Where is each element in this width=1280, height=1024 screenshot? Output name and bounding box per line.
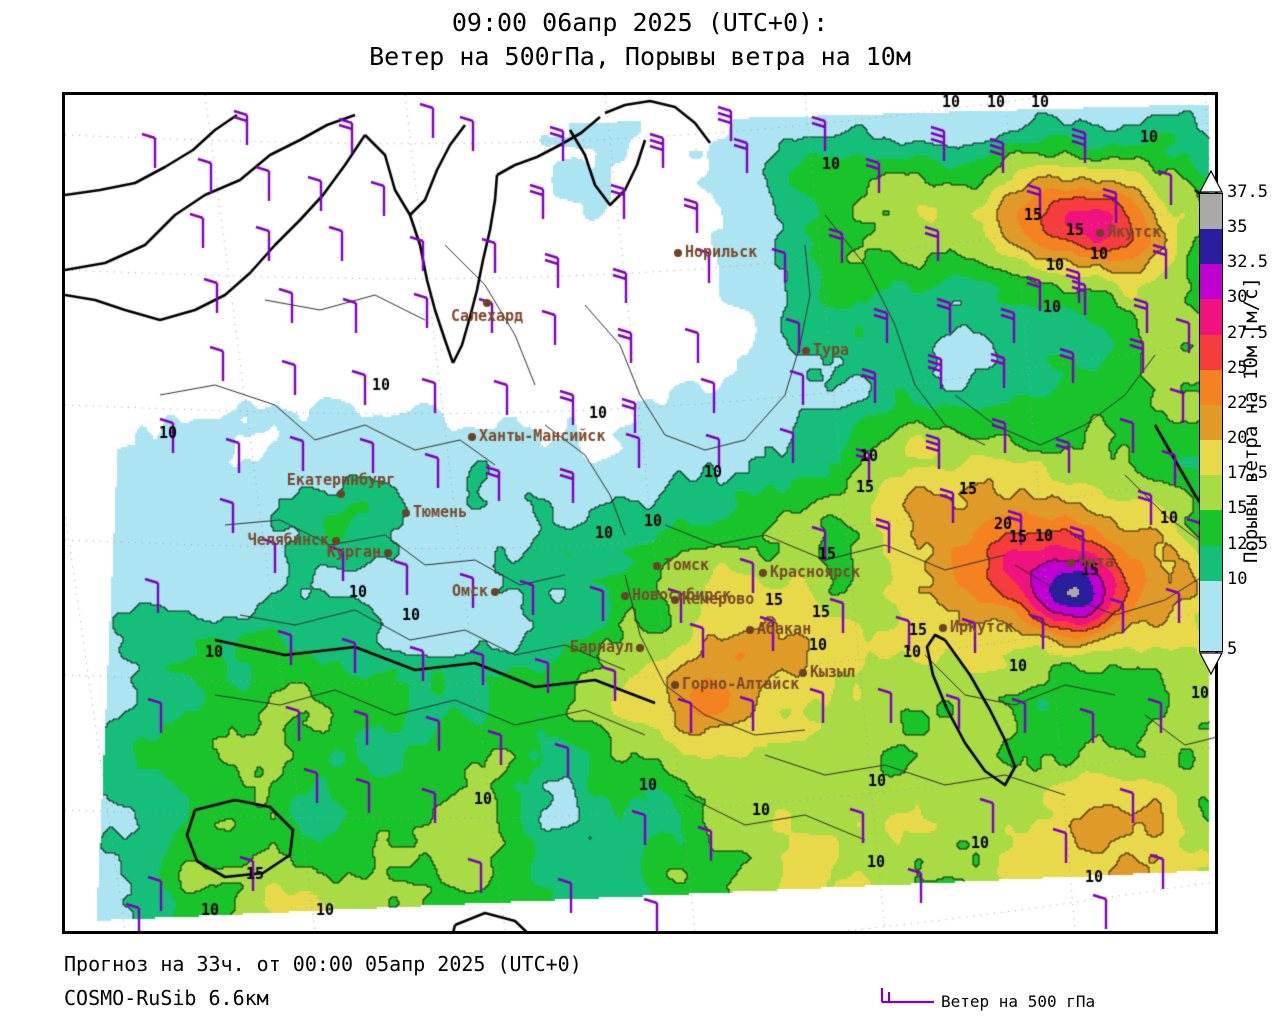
colorbar-gradient xyxy=(1199,193,1223,652)
weather-map-canvas[interactable] xyxy=(65,95,1215,931)
colorbar-band-30-32.5 xyxy=(1200,264,1222,300)
wind-barb-legend-icon xyxy=(880,988,934,1004)
colorbar: 37.5 35 32.5 30 27.5 25 22.5 20 17.5 15 12.5 10 5 xyxy=(1199,169,1268,676)
colorbar-above-max-arrow xyxy=(1199,169,1223,193)
colorbar-band-10-12.5 xyxy=(1200,545,1222,581)
colorbar-tick-22.5: 22.5 xyxy=(1227,392,1268,413)
colorbar-tick-27.5: 27.5 xyxy=(1227,322,1268,343)
page-title-datetime: 09:00 06апр 2025 (UTC+0): xyxy=(451,8,829,37)
page-title-parameters: Ветер на 500гПа, Порывы ветра на 10м xyxy=(369,42,911,71)
colorbar-tick-17.5: 17.5 xyxy=(1227,463,1268,484)
colorbar-band-32.5-35 xyxy=(1200,229,1222,265)
colorbar-tick-35: 35 xyxy=(1227,217,1248,238)
colorbar-axis-label-text: Порывы ветра на 10м [м/с] xyxy=(1240,277,1262,563)
colorbar-tick-30: 30 xyxy=(1227,287,1248,308)
colorbar-band-5-10 xyxy=(1200,580,1222,651)
colorbar-band-15-17.5 xyxy=(1200,475,1222,511)
wind-barb-legend-label: Ветер на 500 гПа xyxy=(941,992,1096,1011)
colorbar-below-min-arrow xyxy=(1199,652,1223,676)
footer-model-info: COSMO-RuSib 6.6км xyxy=(64,986,269,1010)
colorbar-tick-20: 20 xyxy=(1227,428,1248,449)
colorbar-tick-32.5: 32.5 xyxy=(1227,252,1268,273)
colorbar-tick-25: 25 xyxy=(1227,357,1248,378)
colorbar-axis-label: Порывы ветра на 10м [м/с] xyxy=(1238,180,1264,660)
colorbar-band-20-22.5 xyxy=(1200,404,1222,441)
colorbar-tick-5: 5 xyxy=(1227,639,1238,659)
colorbar-tick-15: 15 xyxy=(1227,498,1248,519)
footer-forecast-info: Прогноз на 33ч. от 00:00 05апр 2025 (UTC… xyxy=(64,952,582,976)
colorbar-band-27.5-30 xyxy=(1200,299,1222,335)
colorbar-tick-12.5: 12.5 xyxy=(1227,533,1268,554)
colorbar-band-35-37.5 xyxy=(1200,194,1222,230)
colorbar-band-17.5-20 xyxy=(1200,440,1222,476)
colorbar-band-25-27.5 xyxy=(1200,334,1222,370)
colorbar-tick-37.5: 37.5 xyxy=(1227,182,1268,202)
map-frame[interactable] xyxy=(62,92,1218,934)
colorbar-tick-10: 10 xyxy=(1227,568,1248,589)
colorbar-band-12.5-15 xyxy=(1200,510,1222,546)
colorbar-band-22.5-25 xyxy=(1200,369,1222,405)
